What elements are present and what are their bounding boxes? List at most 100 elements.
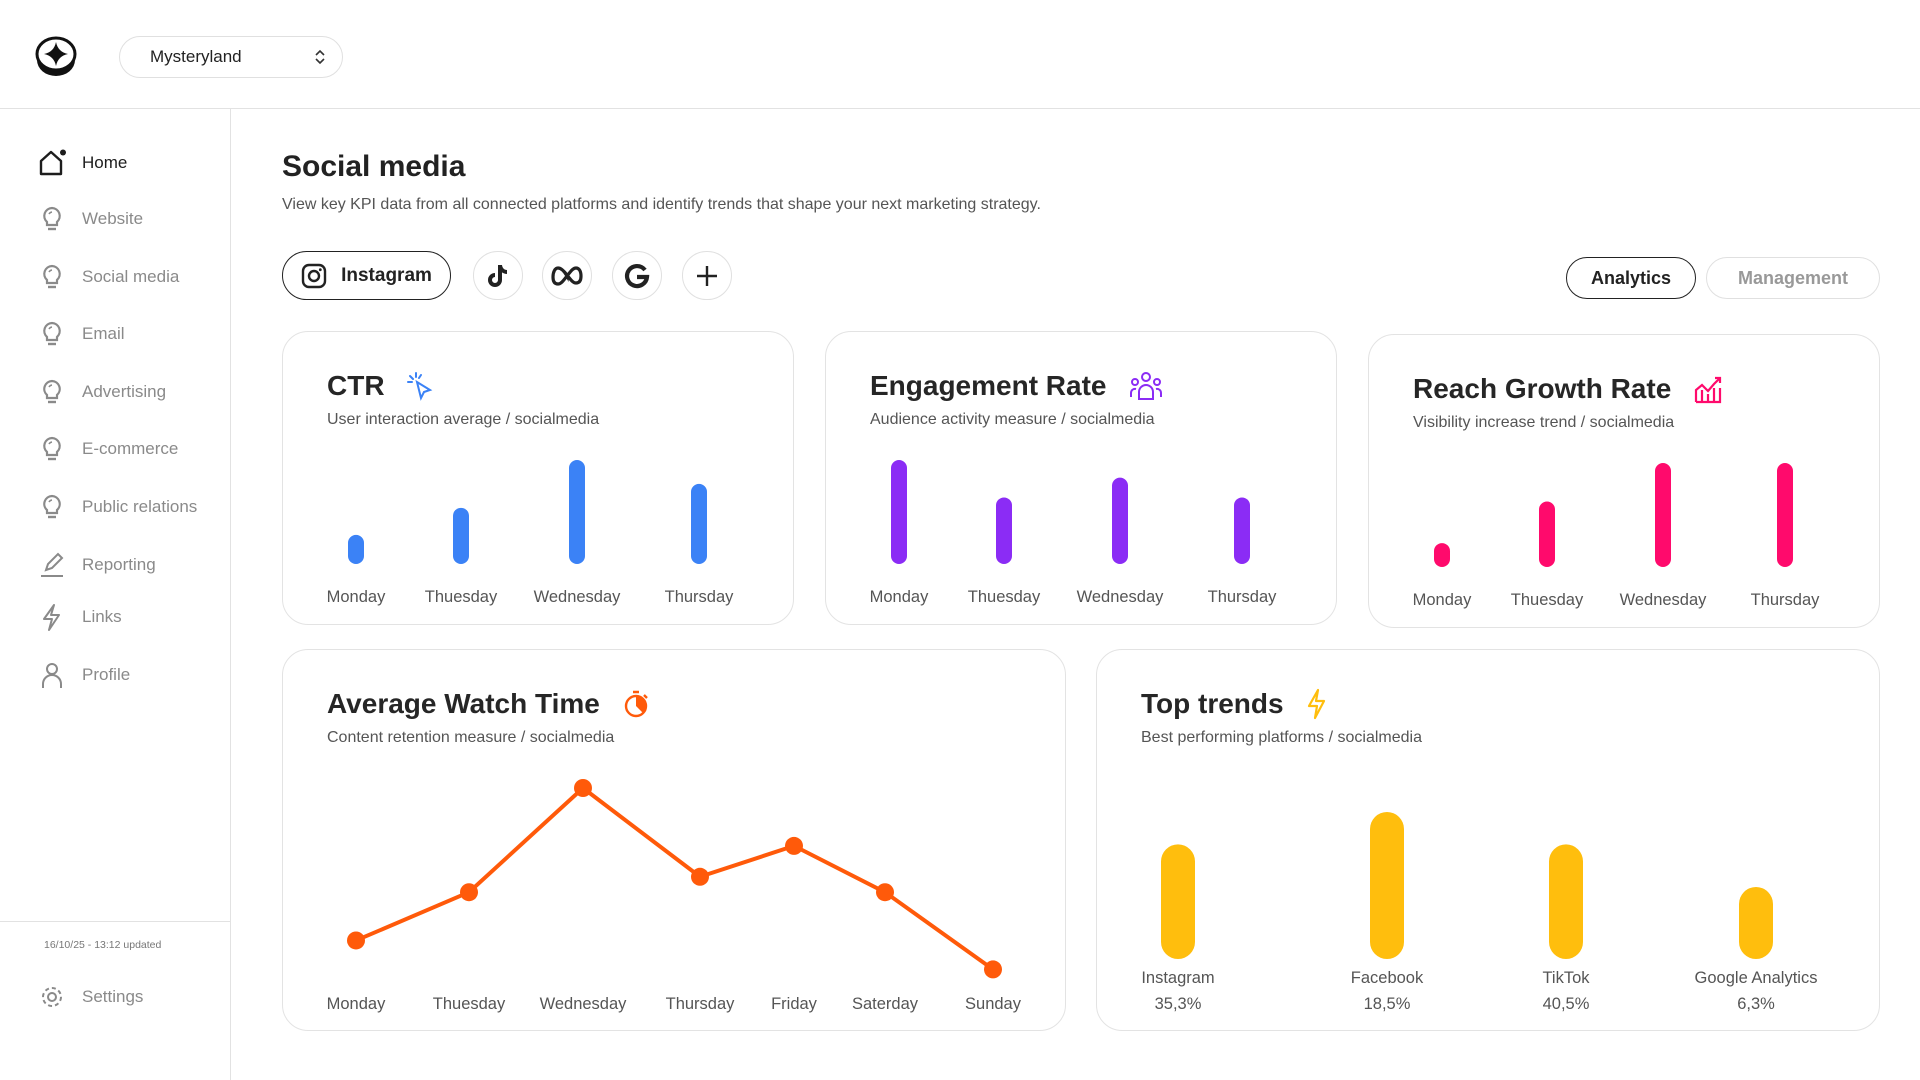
- sidebar-item-label: Advertising: [82, 382, 167, 401]
- tab-management[interactable]: Management: [1706, 257, 1880, 299]
- pencil-icon: [41, 552, 64, 577]
- x-tick-label: Thursday: [1751, 591, 1821, 609]
- x-tick-label: Monday: [327, 588, 386, 606]
- lightbulb-icon: [43, 264, 61, 289]
- x-tick-label: Thursday: [666, 995, 736, 1013]
- card-title: Reach Growth Rate: [1413, 373, 1672, 404]
- meta-icon: [551, 265, 583, 286]
- point-sunday: [984, 960, 1002, 979]
- sidebar-item-links[interactable]: Links: [38, 600, 228, 634]
- platform-label: Instagram: [1141, 969, 1214, 987]
- chevron-up-down-icon: [315, 49, 325, 65]
- point-monday: [347, 931, 365, 950]
- lightbulb-icon: [43, 494, 61, 519]
- platform-label: Facebook: [1351, 969, 1424, 987]
- sidebar-item-label: E-commerce: [82, 439, 179, 458]
- project-selector[interactable]: Mysteryland: [119, 36, 343, 78]
- instagram-icon: [301, 263, 327, 288]
- sidebar-item-profile[interactable]: Profile: [38, 658, 228, 692]
- user-icon: [42, 663, 62, 688]
- platform-label: Instagram: [341, 264, 432, 286]
- bar-instagram: [1161, 844, 1195, 959]
- bar-monday: [1434, 543, 1450, 567]
- sidebar-item-label: Links: [82, 607, 122, 626]
- x-tick-label: Monday: [870, 588, 929, 606]
- lightbulb-icon: [43, 206, 61, 231]
- bar-monday: [891, 460, 907, 564]
- card-title: Top trends: [1141, 688, 1284, 719]
- sidebar-item-label: Settings: [82, 987, 144, 1006]
- bar-monday: [348, 534, 364, 564]
- engagement-card: Engagement Rate Audience activity measur…: [825, 331, 1337, 625]
- x-tick-label: Thuesday: [433, 995, 506, 1013]
- divider: [0, 921, 230, 922]
- growth-chart-icon: [1695, 376, 1722, 404]
- bar-thursday: [691, 483, 707, 564]
- platform-instagram-button[interactable]: Instagram: [282, 251, 451, 300]
- sidebar-item-website[interactable]: Website: [38, 202, 228, 236]
- card-subtitle: Audience activity measure / socialmedia: [870, 411, 1155, 428]
- card-title: Engagement Rate: [870, 370, 1107, 401]
- lightbulb-icon: [43, 436, 61, 461]
- card-subtitle: Visibility increase trend / socialmedia: [1413, 414, 1675, 431]
- tiktok-icon: [488, 264, 507, 287]
- bar-tiktok: [1549, 844, 1583, 959]
- logo[interactable]: [34, 34, 78, 78]
- users-group-icon: [1129, 372, 1162, 400]
- sidebar-item-reporting[interactable]: Reporting: [38, 548, 228, 582]
- sidebar-item-advertising[interactable]: Advertising: [38, 375, 228, 409]
- point-thursday: [691, 867, 709, 886]
- watch-time-card: Average Watch Time Content retention mea…: [282, 649, 1066, 1031]
- reach-card: Reach Growth Rate Visibility increase tr…: [1368, 334, 1880, 628]
- card-subtitle: Best performing platforms / socialmedia: [1141, 729, 1422, 746]
- platform-label: Google Analytics: [1695, 969, 1818, 987]
- x-tick-label: Thuesday: [425, 588, 498, 606]
- x-tick-label: Sunday: [965, 995, 1022, 1013]
- bar-thuesday: [1539, 501, 1555, 567]
- add-platform-button[interactable]: [682, 251, 732, 300]
- card-subtitle: User interaction average / socialmedia: [327, 411, 600, 428]
- top-bar: Mysteryland: [0, 0, 1920, 109]
- share-label: 40,5%: [1543, 995, 1590, 1013]
- bolt-icon: [1307, 688, 1325, 720]
- last-updated: 16/10/25 - 13:12 updated: [44, 939, 162, 951]
- sidebar-item-home[interactable]: Home: [38, 146, 228, 180]
- sidebar-item-e-commerce[interactable]: E-commerce: [38, 432, 228, 466]
- platform-tiktok-button[interactable]: [473, 251, 523, 300]
- sidebar-item-social-media[interactable]: Social media: [38, 260, 228, 294]
- point-thuesday: [460, 883, 478, 902]
- cursor-click-icon: [406, 372, 432, 401]
- plus-icon: [697, 265, 717, 286]
- sidebar: Home Website Social media Email Advertising E…: [0, 109, 231, 1080]
- bar-thuesday: [453, 507, 469, 564]
- sidebar-item-public-relations[interactable]: Public relations: [38, 490, 228, 524]
- sidebar-item-settings[interactable]: Settings: [38, 980, 228, 1014]
- google-icon: [624, 263, 650, 288]
- stopwatch-icon: [624, 690, 648, 718]
- x-tick-label: Wednesday: [1620, 591, 1708, 609]
- watch-time-chart: Monday Thuesday Wednesday Thursday Friday Sat…: [327, 779, 1022, 1013]
- project-name: Mysteryland: [150, 47, 242, 66]
- x-tick-label: Thursday: [665, 588, 735, 606]
- page-title: Social media: [282, 150, 466, 183]
- bar-wednesday: [1655, 463, 1671, 567]
- point-wednesday: [574, 779, 592, 797]
- bar-thursday: [1234, 497, 1250, 564]
- x-tick-label: Saterday: [852, 995, 919, 1013]
- tab-analytics[interactable]: Analytics: [1566, 257, 1696, 299]
- lightbulb-icon: [43, 321, 61, 346]
- x-tick-label: Thuesday: [1511, 591, 1584, 609]
- sidebar-item-label: Email: [82, 324, 125, 343]
- platform-meta-button[interactable]: [542, 251, 592, 300]
- sidebar-item-email[interactable]: Email: [38, 317, 228, 351]
- bar-wednesday: [1112, 477, 1128, 564]
- x-tick-label: Thursday: [1208, 588, 1278, 606]
- platform-google-button[interactable]: [612, 251, 662, 300]
- bar-google-analytics: [1739, 886, 1773, 959]
- sidebar-item-label: Home: [82, 153, 128, 172]
- card-title: Average Watch Time: [327, 688, 600, 719]
- home-icon: [39, 149, 66, 176]
- top-trends-card: Top trends Best performing platforms / s…: [1096, 649, 1880, 1031]
- sidebar-item-label: Reporting: [82, 555, 156, 574]
- x-tick-label: Monday: [1413, 591, 1472, 609]
